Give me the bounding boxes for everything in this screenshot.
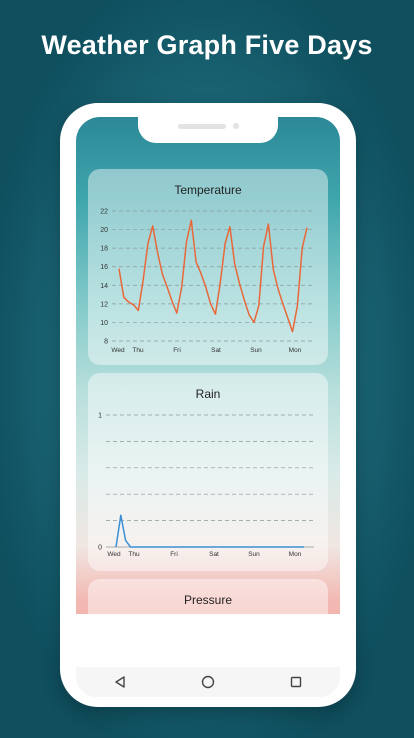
camera-icon [233,123,239,129]
x-tick-label: Sat [211,347,221,354]
x-tick-label: Wed [107,551,121,558]
x-tick-label: Wed [111,347,125,354]
android-nav-bar [76,667,340,697]
phone-frame: Temperature 8 10 12 14 16 18 20 22 Wed Thu Fri Sat S… [60,103,356,707]
y-tick-label: 1 [98,413,102,420]
rain-chart: 0 1 Wed Thu Fri Sat Sun Mon [88,373,328,571]
x-tick-label: Fri [173,347,181,354]
y-tick-label: 12 [100,301,108,308]
recents-button[interactable] [281,670,311,694]
temperature-card: Temperature 8 10 12 14 16 18 20 22 Wed Thu Fri Sat S… [88,169,328,365]
phone-notch [138,117,278,143]
y-tick-label: 18 [100,246,108,253]
x-tick-label: Thu [128,551,140,558]
x-tick-label: Sun [248,551,260,558]
series-line [119,220,307,331]
app-screen: Temperature 8 10 12 14 16 18 20 22 Wed Thu Fri Sat S… [76,117,340,667]
x-tick-label: Mon [289,551,302,558]
back-triangle-icon [113,675,127,689]
y-tick-label: 8 [104,339,108,346]
x-tick-label: Mon [289,347,302,354]
series-line [116,515,304,547]
x-tick-label: Fri [170,551,178,558]
screen-blank-area [76,614,340,667]
recents-square-icon [289,675,303,689]
speaker-icon [178,124,226,129]
home-circle-icon [201,675,215,689]
pressure-card-title: Pressure [88,593,328,607]
y-tick-label: 0 [98,545,102,552]
y-tick-label: 10 [100,320,108,327]
temperature-chart: 8 10 12 14 16 18 20 22 Wed Thu Fri Sat Sun Mon [88,169,328,365]
x-tick-label: Sat [209,551,219,558]
promo-title: Weather Graph Five Days [0,30,414,61]
y-tick-label: 22 [100,209,108,216]
y-tick-label: 14 [100,283,108,290]
back-button[interactable] [105,670,135,694]
home-button[interactable] [193,670,223,694]
x-tick-label: Thu [132,347,144,354]
y-tick-label: 20 [100,227,108,234]
x-tick-label: Sun [250,347,262,354]
rain-card: Rain 0 1 Wed Thu Fri Sat Sun Mon [88,373,328,571]
y-tick-label: 16 [100,264,108,271]
